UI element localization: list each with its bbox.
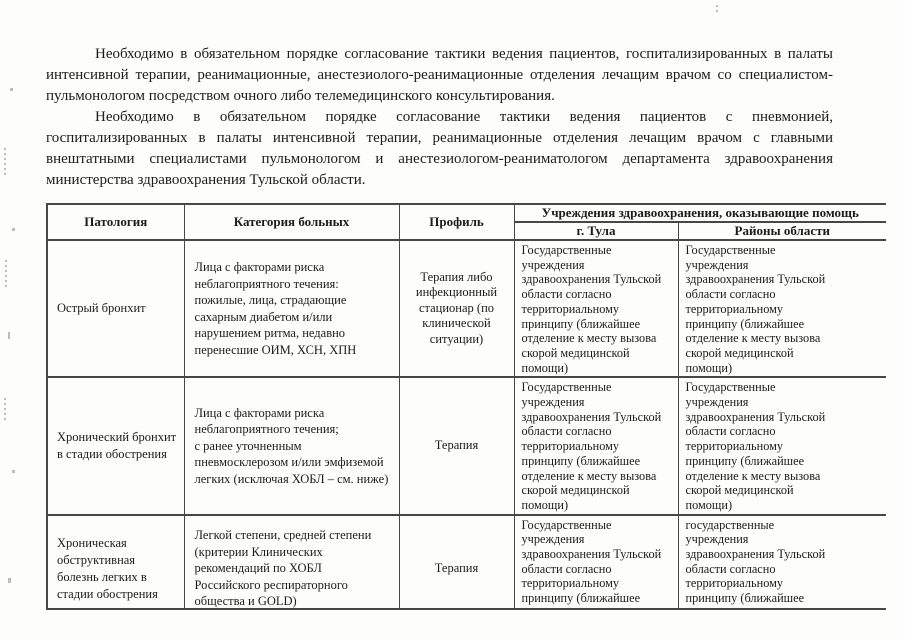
- column-header-tula: г. Тула: [513, 221, 679, 241]
- cell-pathology: Хроническая обструктивная болезнь легких…: [46, 513, 185, 608]
- table-header-row: Патология Категория больных Профиль Учре…: [46, 203, 886, 241]
- table-subheader-row: г. Тула Районы области: [47, 221, 886, 241]
- paragraph-1: Необходимо в обязательном порядке соглас…: [46, 44, 833, 107]
- cell-districts: государственные учреждения здравоохранен…: [677, 513, 886, 608]
- table-row-copd: Хроническая обструктивная болезнь легких…: [46, 513, 886, 608]
- text-line: Необходимо в обязательном порядке соглас…: [95, 109, 833, 125]
- text-line: министерства здравоохранения Тульской об…: [46, 172, 366, 188]
- column-header-facilities: Учреждения здравоохранения, оказывающие …: [513, 203, 886, 223]
- text-line: интенсивной терапии, реанимационные, ане…: [46, 67, 833, 83]
- cell-tula: Государственные учреждения здравоохранен…: [513, 238, 679, 379]
- scan-artifact: [12, 228, 15, 231]
- body-text: Необходимо в обязательном порядке соглас…: [46, 44, 833, 191]
- column-header-category: Категория больных: [183, 203, 400, 241]
- text-line: госпитализированных в палаты интенсивной…: [46, 130, 833, 146]
- cell-tula: Государственные учреждения здравоохранен…: [513, 513, 679, 608]
- scan-artifact: [8, 578, 11, 583]
- scan-artifact: [4, 148, 6, 176]
- cell-profile: Терапия: [398, 376, 515, 516]
- table-row-chronic-bronchitis: Хронический бронхит в стадии обострения …: [46, 376, 886, 516]
- column-header-profile: Профиль: [398, 203, 515, 241]
- scan-artifact: [10, 88, 13, 91]
- cell-category: Легкой степени, средней степени (критери…: [183, 513, 400, 608]
- cell-tula: Государственные учреждения здравоохранен…: [513, 376, 679, 516]
- scan-artifact: [716, 5, 718, 13]
- scan-artifact: [5, 260, 7, 290]
- column-header-districts: Районы области: [677, 221, 886, 241]
- scan-artifact: [4, 398, 6, 422]
- column-header-pathology: Патология: [46, 203, 185, 241]
- pathology-table: Патология Категория больных Профиль Учре…: [46, 203, 886, 608]
- cell-profile: Терапия либо инфекционный стационар (по …: [398, 238, 515, 379]
- text-line: Необходимо в обязательном порядке соглас…: [95, 46, 833, 62]
- text-line: внештатными специалистами пульмонологом …: [46, 151, 833, 167]
- cell-pathology: Хронический бронхит в стадии обострения: [46, 376, 185, 516]
- table-row-acute-bronchitis: Острый бронхит Лица с факторами риска не…: [46, 238, 886, 379]
- cell-profile: Терапия: [398, 513, 515, 608]
- scan-artifact: [12, 470, 15, 473]
- paragraph-2: Необходимо в обязательном порядке соглас…: [46, 107, 833, 191]
- cell-districts: Государственные учреждения здравоохранен…: [677, 238, 886, 379]
- cell-category: Лица с факторами риска неблагоприятного …: [183, 238, 400, 379]
- text-line: пульмонологом посредством очного либо те…: [46, 88, 555, 104]
- table-container: Патология Категория больных Профиль Учре…: [46, 203, 886, 610]
- cell-pathology: Острый бронхит: [46, 238, 185, 379]
- cell-districts: Государственные учреждения здравоохранен…: [677, 376, 886, 516]
- cell-category: Лица с факторами риска неблагоприятного …: [183, 376, 400, 516]
- scan-artifact: [8, 332, 10, 339]
